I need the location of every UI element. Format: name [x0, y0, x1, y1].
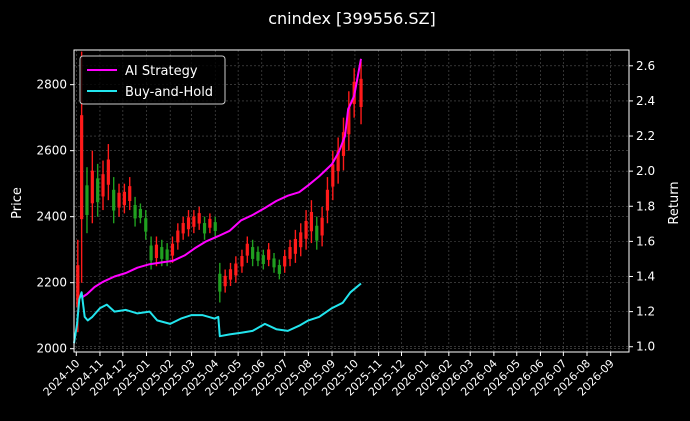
price-candle-body — [223, 275, 227, 287]
price-candle-body — [240, 256, 244, 267]
y-left-tick-label: 2600 — [36, 144, 67, 158]
price-candles — [76, 51, 363, 333]
price-candle-body — [293, 238, 297, 254]
price-candle-body — [320, 217, 324, 236]
price-candle-body — [80, 115, 84, 220]
legend: AI Strategy Buy-and-Hold — [79, 55, 226, 105]
price-candle-body — [160, 247, 164, 259]
price-candle-body — [76, 265, 80, 307]
y-axis-left: 2000 2200 2400 2600 2800 — [36, 78, 74, 356]
price-candle-body — [149, 245, 153, 261]
price-candle-body — [117, 192, 121, 208]
price-candle-body — [85, 185, 89, 216]
y-right-tick-label: 1.4 — [636, 270, 655, 284]
price-candle-body — [359, 78, 363, 108]
price-candle-body — [251, 247, 255, 259]
price-candle-body — [256, 251, 260, 261]
y-left-tick-label: 2800 — [36, 78, 67, 92]
price-candle-body — [101, 174, 105, 197]
price-candle-body — [283, 256, 287, 267]
price-candle-body — [170, 243, 175, 256]
y-right-tick-label: 1.8 — [636, 199, 655, 213]
series-line-strategy — [81, 58, 362, 299]
price-candle-body — [133, 205, 137, 219]
y-right-tick-label: 1.2 — [636, 305, 655, 319]
price-candle-body — [299, 232, 303, 248]
price-candle-body — [213, 222, 217, 232]
y-left-tick-label: 2400 — [36, 210, 67, 224]
y-left-tick-label: 2000 — [36, 342, 67, 356]
price-candle-body — [304, 220, 308, 239]
price-candle-body — [176, 230, 180, 243]
price-candle-body — [267, 249, 271, 260]
price-candle-body — [144, 218, 148, 232]
price-candle-body — [165, 249, 169, 260]
y-right-tick-label: 2.0 — [636, 164, 655, 178]
y-right-tick-label: 1.6 — [636, 234, 655, 248]
price-candle-body — [331, 164, 335, 187]
chart-title: cnindex [399556.SZ] — [268, 9, 436, 28]
price-candle-body — [245, 243, 249, 256]
price-candle-body — [336, 150, 340, 171]
price-candle-body — [228, 269, 233, 280]
price-candle-body — [202, 223, 207, 234]
price-candle-body — [197, 213, 201, 224]
price-candle-body — [218, 273, 222, 292]
plot-frame — [73, 49, 630, 353]
price-candle-body — [186, 217, 191, 230]
price-candle-body — [181, 223, 185, 234]
series-lines — [73, 58, 362, 344]
x-axis: 2024-102024-112024-122025-012025-022025-… — [41, 352, 617, 399]
y-right-tick-label: 2.4 — [636, 94, 655, 108]
price-candle-body — [261, 255, 265, 265]
price-candle-body — [288, 247, 292, 259]
price-candle-body — [138, 208, 143, 218]
legend-label-strategy: AI Strategy — [125, 64, 198, 79]
y-axis-right: 1.0 1.2 1.4 1.6 1.8 2.0 2.2 2.4 2.6 — [629, 59, 655, 354]
y-right-tick-label: 1.0 — [636, 340, 655, 354]
y-axis-right-label: Return — [667, 181, 682, 224]
price-candle-body — [208, 218, 212, 228]
y-right-tick-label: 2.2 — [636, 129, 655, 143]
price-candle-body — [122, 191, 126, 206]
price-candle-body — [192, 216, 196, 227]
price-candle-body — [96, 178, 100, 203]
y-axis-left-label: Price — [10, 187, 25, 219]
price-candle-body — [277, 265, 281, 274]
price-candle-body — [341, 132, 346, 156]
price-candle-body — [347, 107, 351, 135]
price-candle-body — [325, 189, 330, 211]
price-candle-body — [112, 189, 116, 211]
price-candle-body — [234, 263, 238, 276]
price-candle-body — [106, 159, 110, 185]
price-candle-body — [154, 244, 159, 259]
price-candle-body — [315, 225, 319, 241]
legend-label-hold: Buy-and-Hold — [125, 85, 213, 100]
price-candle-body — [90, 170, 94, 204]
price-candle-body — [309, 211, 314, 232]
y-right-tick-label: 2.6 — [636, 59, 655, 73]
price-candle-body — [272, 258, 276, 268]
price-candle-body — [128, 186, 132, 201]
series-line-hold — [73, 282, 362, 344]
y-left-tick-label: 2200 — [36, 276, 67, 290]
